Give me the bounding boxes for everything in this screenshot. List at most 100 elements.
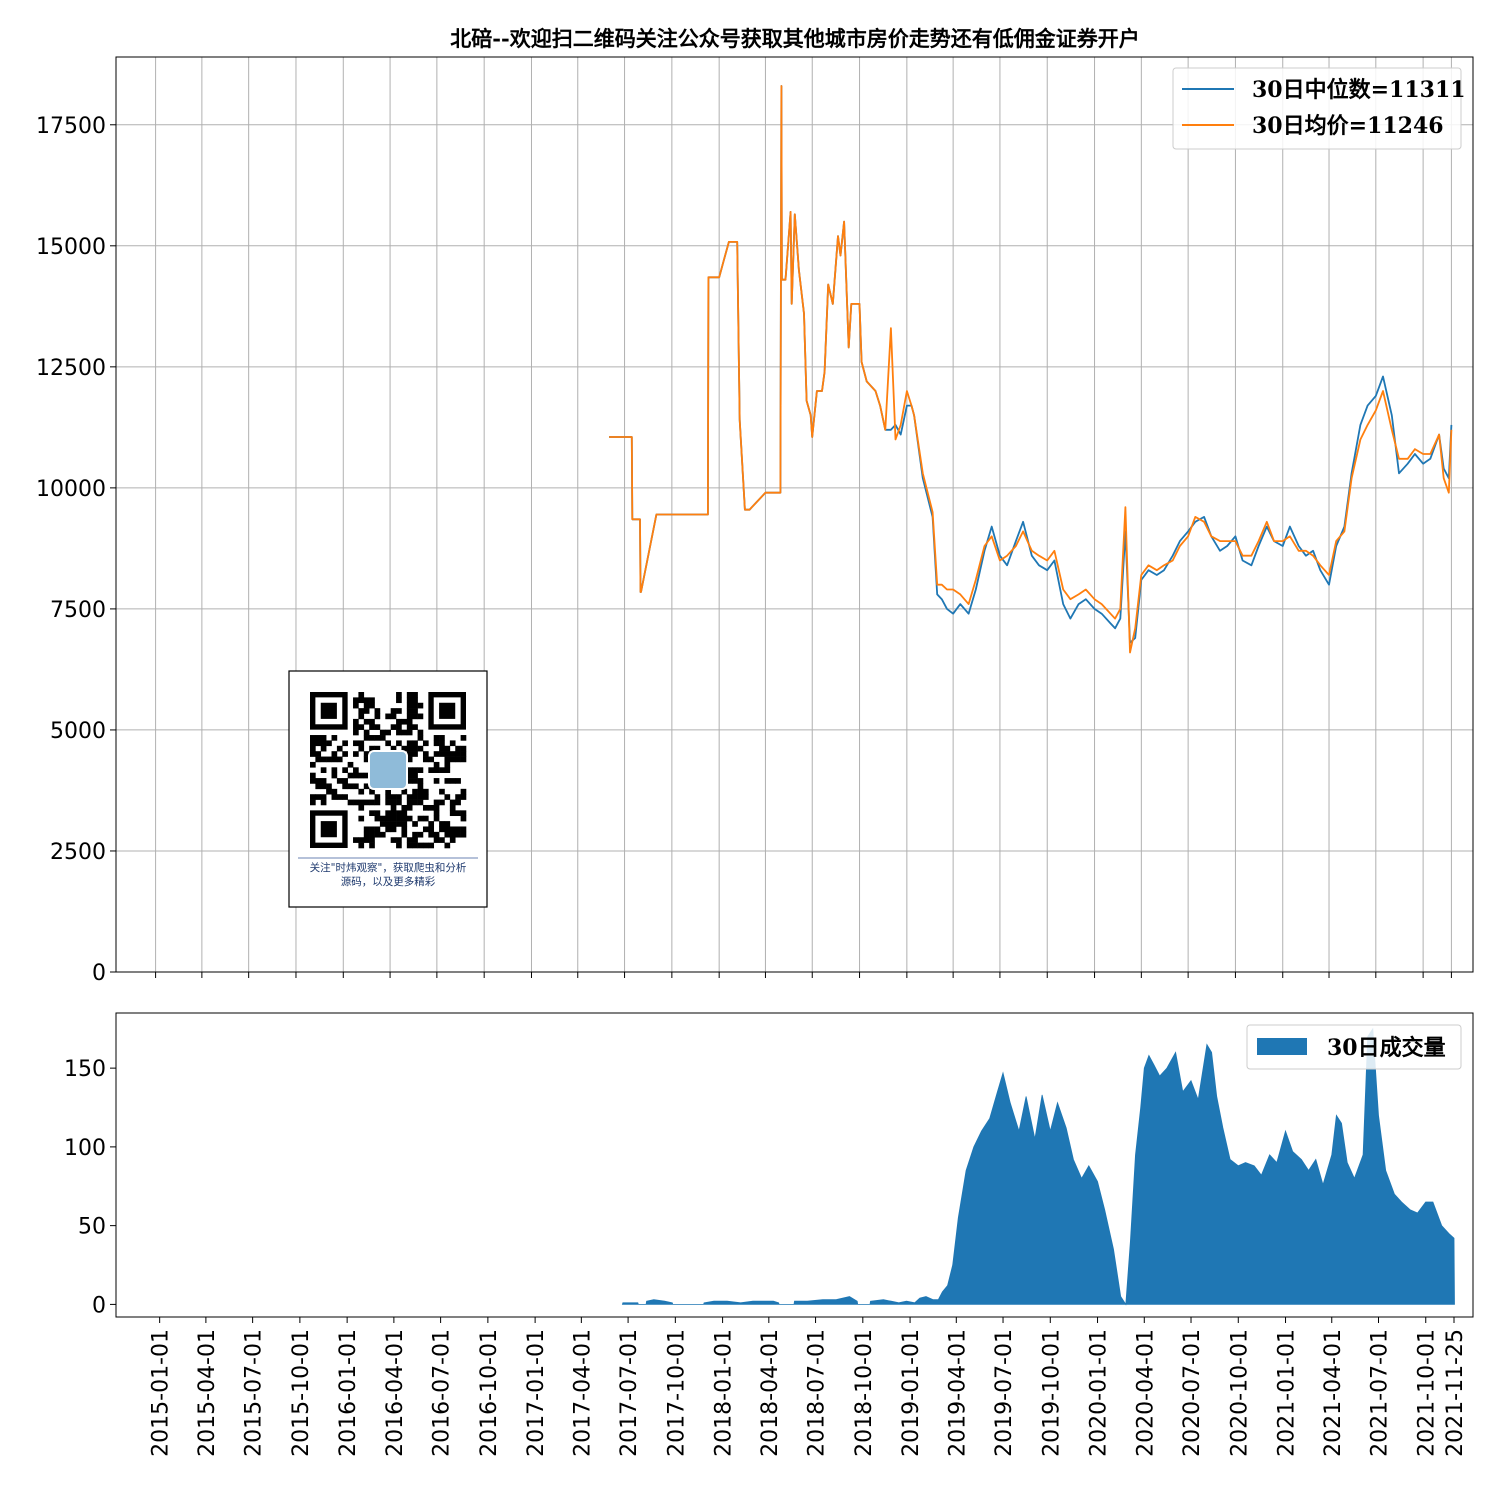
qr-module (363, 826, 370, 833)
qr-module (320, 740, 327, 747)
top-y-tick-label: 17500 (36, 114, 106, 139)
qr-module (406, 804, 413, 811)
qr-module (444, 831, 451, 838)
qr-module (374, 724, 381, 730)
qr-module (449, 826, 456, 833)
bottom-series (621, 1027, 1455, 1306)
qr-module (320, 778, 327, 784)
qr-module (412, 799, 418, 806)
qr-caption-line1: 关注"时炜观察"，获取爬虫和分析 (310, 861, 467, 874)
qr-module (417, 745, 424, 752)
qr-module (444, 842, 451, 849)
qr-module (390, 826, 397, 833)
qr-finder-inner (320, 702, 337, 719)
qr-caption-line2: 源码，以及更多精彩 (341, 875, 436, 888)
qr-module (363, 718, 370, 725)
bottom-y-ticks: 0 50 100 150 (64, 1057, 116, 1318)
qr-module (412, 831, 418, 838)
qr-module (460, 810, 467, 817)
x-tick-label: 2017-01-01 (524, 1329, 549, 1457)
qr-module (363, 729, 370, 736)
qr-module (374, 799, 381, 806)
qr-module (331, 767, 338, 773)
qr-module (326, 783, 332, 790)
qr-module (412, 772, 418, 779)
qr-module (460, 815, 467, 822)
qr-module (455, 799, 461, 806)
qr-module (412, 692, 418, 698)
qr-module (455, 794, 461, 800)
qr-module (369, 837, 375, 843)
qr-module (406, 702, 413, 709)
bottom-y-tick-label: 0 (92, 1293, 106, 1318)
qr-module (401, 810, 408, 817)
qr-module (374, 815, 381, 822)
qr-module (460, 794, 467, 800)
qr-module (401, 826, 408, 833)
qr-module (320, 767, 327, 773)
qr-module (417, 788, 424, 795)
qr-module (406, 815, 413, 822)
qr-module (406, 745, 413, 752)
qr-module (412, 842, 418, 849)
legend-swatch-volume (1257, 1038, 1307, 1055)
qr-module (449, 810, 456, 817)
qr-module (428, 831, 435, 838)
qr-module (406, 708, 413, 714)
qr-module (390, 837, 397, 843)
qr-module (422, 740, 429, 747)
qr-module (353, 729, 359, 736)
qr-module (449, 756, 456, 763)
qr-module (374, 708, 381, 714)
qr-module (379, 831, 386, 838)
qr-module (331, 788, 338, 795)
qr-module (326, 756, 332, 763)
x-tick-label: 2015-07-01 (242, 1329, 267, 1457)
x-tick-label: 2021-04-01 (1321, 1329, 1346, 1457)
qr-module (374, 745, 381, 752)
qr-module (455, 751, 461, 757)
qr-module (363, 756, 370, 763)
qr-module (369, 826, 375, 833)
qr-module (439, 735, 445, 741)
qr-module (449, 751, 456, 757)
qr-module (417, 794, 424, 800)
top-plot-frame (115, 56, 1474, 973)
qr-module (401, 718, 408, 725)
top-legend: 30日中位数=11311 30日均价=11246 (1172, 67, 1466, 150)
qr-module (347, 783, 354, 790)
qr-module (310, 745, 316, 752)
qr-module (369, 842, 375, 849)
qr-module (449, 740, 456, 747)
qr-module (374, 810, 381, 817)
qr-module (412, 837, 418, 843)
qr-module (385, 740, 391, 747)
qr-module (320, 756, 327, 763)
qr-module (320, 799, 327, 806)
qr-module (390, 815, 397, 822)
qr-module (353, 697, 359, 704)
qr-module (363, 799, 370, 806)
qr-module (439, 799, 445, 806)
qr-module (353, 740, 359, 747)
top-y-ticks: 0 2500 5000 7500 10000 12500 15000 17500 (36, 114, 116, 986)
qr-module (390, 713, 397, 720)
x-tick-label: 2017-10-01 (664, 1329, 689, 1457)
qr-module (460, 745, 467, 752)
x-tick-label: 2019-10-01 (1039, 1329, 1064, 1457)
qr-module (396, 729, 402, 736)
x-tick-label: 2021-07-01 (1368, 1329, 1393, 1457)
qr-module (412, 745, 418, 752)
qr-module (353, 751, 359, 757)
qr-module (379, 729, 386, 736)
qr-module (401, 815, 408, 822)
qr-module (336, 745, 343, 752)
qr-module (396, 837, 402, 843)
qr-module (428, 804, 435, 811)
qr-module (310, 735, 316, 741)
qr-module (406, 718, 413, 725)
qr-module (412, 751, 418, 757)
x-tick-label: 2018-10-01 (852, 1329, 877, 1457)
qr-module (358, 713, 365, 720)
x-tick-label: 2015-10-01 (289, 1329, 314, 1457)
